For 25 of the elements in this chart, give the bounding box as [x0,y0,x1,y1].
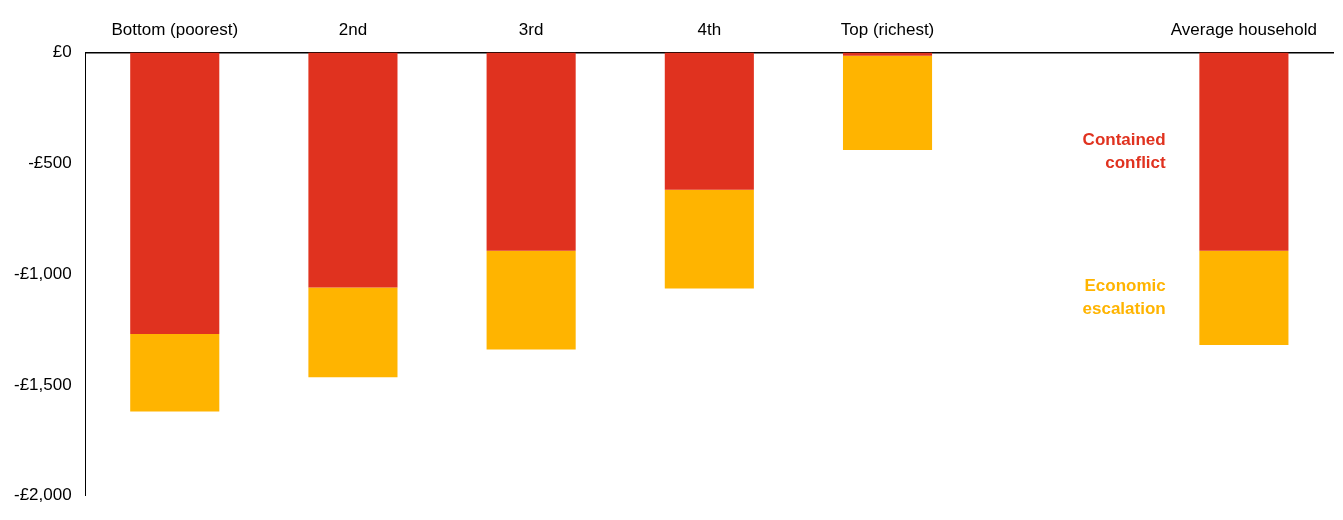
bar [842,52,933,56]
x-tick-label: 3rd [518,19,544,39]
bar [1199,52,1289,251]
bar [308,287,398,378]
y-tick-label: -£2,000 [13,485,72,505]
bar [842,55,933,150]
y-tick-label: -£1,500 [13,374,72,394]
bar [486,250,576,350]
y-tick-label: -£500 [28,152,72,172]
series-label: Contained conflict [1082,129,1167,172]
bar [130,52,220,334]
x-tick-label: 2nd [338,19,368,39]
series-label: Economic escalation [1082,276,1166,319]
y-tick-label: £0 [52,42,72,62]
bar [308,52,398,288]
bar [664,52,754,190]
x-tick-label: 4th [697,19,722,39]
x-tick-label: Bottom (poorest) [111,19,239,39]
x-tick-label: Top (richest) [840,19,935,39]
x-tick-label: Average household [1170,19,1318,39]
bar [486,52,576,251]
bar [664,189,754,289]
y-tick-label: -£1,000 [13,263,72,283]
bar [1199,250,1289,346]
bar [130,333,220,412]
